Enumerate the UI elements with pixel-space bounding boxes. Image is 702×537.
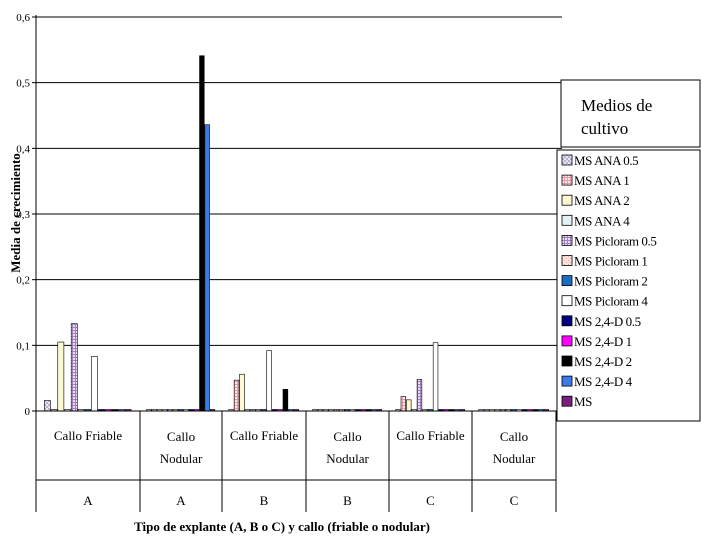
bar — [57, 341, 65, 412]
x-category-label: Nodular — [493, 451, 536, 466]
bar — [266, 350, 272, 412]
legend-label: MS 2,4-D 4 — [574, 374, 633, 389]
x-category-label: Callo — [167, 429, 195, 444]
bar — [416, 379, 423, 412]
bar — [239, 373, 245, 412]
legend-items: MS ANA 0.5 MS ANA 1 MS ANA 2 MS ANA 4 MS Pic… — [561, 153, 657, 409]
bar — [44, 400, 51, 412]
legend-swatch — [561, 255, 573, 266]
y-tick-label: 0,4 — [16, 143, 30, 155]
legend-label: MS 2,4-D 1 — [574, 334, 632, 349]
legend-label: MS ANA 4 — [574, 213, 630, 228]
legend-label: MS ANA 2 — [574, 193, 629, 208]
bar — [70, 323, 78, 412]
x-category-label: Callo — [333, 429, 361, 444]
bar — [432, 342, 439, 412]
bar — [400, 396, 407, 412]
legend-swatch — [561, 275, 573, 287]
y-tick-label: 0 — [25, 406, 31, 418]
y-tick-label: 0,6 — [16, 12, 30, 24]
x-explante-label: A — [83, 493, 93, 508]
bar — [282, 389, 289, 412]
x-explante-label: A — [176, 493, 186, 508]
legend-title-line-1: Medios de — [581, 96, 652, 115]
bar — [233, 379, 240, 412]
x-explante-label: B — [260, 493, 269, 508]
legend-title-box — [560, 79, 701, 148]
legend-swatch — [561, 295, 573, 307]
legend-swatch — [561, 395, 573, 407]
legend-title-line-2: cultivo — [581, 119, 628, 138]
legend-items-box — [556, 149, 701, 422]
bar — [199, 55, 205, 412]
legend-label: MS ANA 0.5 — [574, 153, 638, 168]
legend-swatch — [561, 154, 573, 166]
bar — [91, 356, 98, 412]
x-explante-label: B — [343, 493, 352, 508]
x-category-label: Nodular — [326, 451, 369, 466]
legend-label: MS Picloram 0.5 — [574, 233, 656, 248]
x-category-label: Callo Friable — [54, 428, 122, 443]
x-explante-label: C — [426, 493, 435, 508]
legend-swatch — [561, 335, 573, 347]
y-tick-label: 0,1 — [16, 340, 30, 352]
legend-swatch — [561, 315, 573, 327]
y-tick-label: 0,5 — [16, 78, 30, 90]
grid-layer — [36, 16, 562, 346]
x-category-label: Callo Friable — [396, 428, 464, 443]
legend-label: MS ANA 1 — [574, 173, 629, 188]
legend-swatch — [561, 194, 573, 206]
axes-layer: 0 0,1 0,2 0,3 0,4 0,5 0,6 Callo Friable A Callo No… — [16, 12, 562, 512]
x-explante-label: C — [510, 493, 519, 508]
legend-label: MS 2,4-D 0.5 — [574, 314, 641, 329]
x-category-label: Callo Friable — [230, 428, 298, 443]
legend: Medios de cultivo MS ANA 0.5MS ANA 1MS A… — [556, 79, 701, 422]
legend-swatch — [561, 174, 573, 186]
legend-label: MS 2,4-D 2 — [574, 354, 632, 369]
y-tick-label: 0,2 — [16, 275, 30, 287]
legend-label: MS Picloram 1 — [574, 254, 648, 269]
y-axis-title: Media de crecimiento — [8, 153, 23, 273]
legend-swatch — [561, 375, 573, 387]
bar — [406, 399, 412, 412]
legend-swatch — [561, 214, 573, 226]
legend-swatch — [561, 234, 573, 246]
legend-label: MS — [574, 394, 592, 409]
bars-layer — [44, 55, 549, 412]
legend-label: MS Picloram 4 — [574, 294, 648, 309]
legend-swatch — [561, 355, 573, 367]
x-category-label: Nodular — [160, 451, 203, 466]
bar — [204, 124, 210, 412]
legend-label: MS Picloram 2 — [574, 274, 648, 289]
y-tick-label: 0,3 — [16, 209, 30, 221]
x-axis-title: Tipo de explante (A, B o C) y callo (fri… — [134, 519, 430, 534]
x-category-label: Callo — [500, 429, 528, 444]
